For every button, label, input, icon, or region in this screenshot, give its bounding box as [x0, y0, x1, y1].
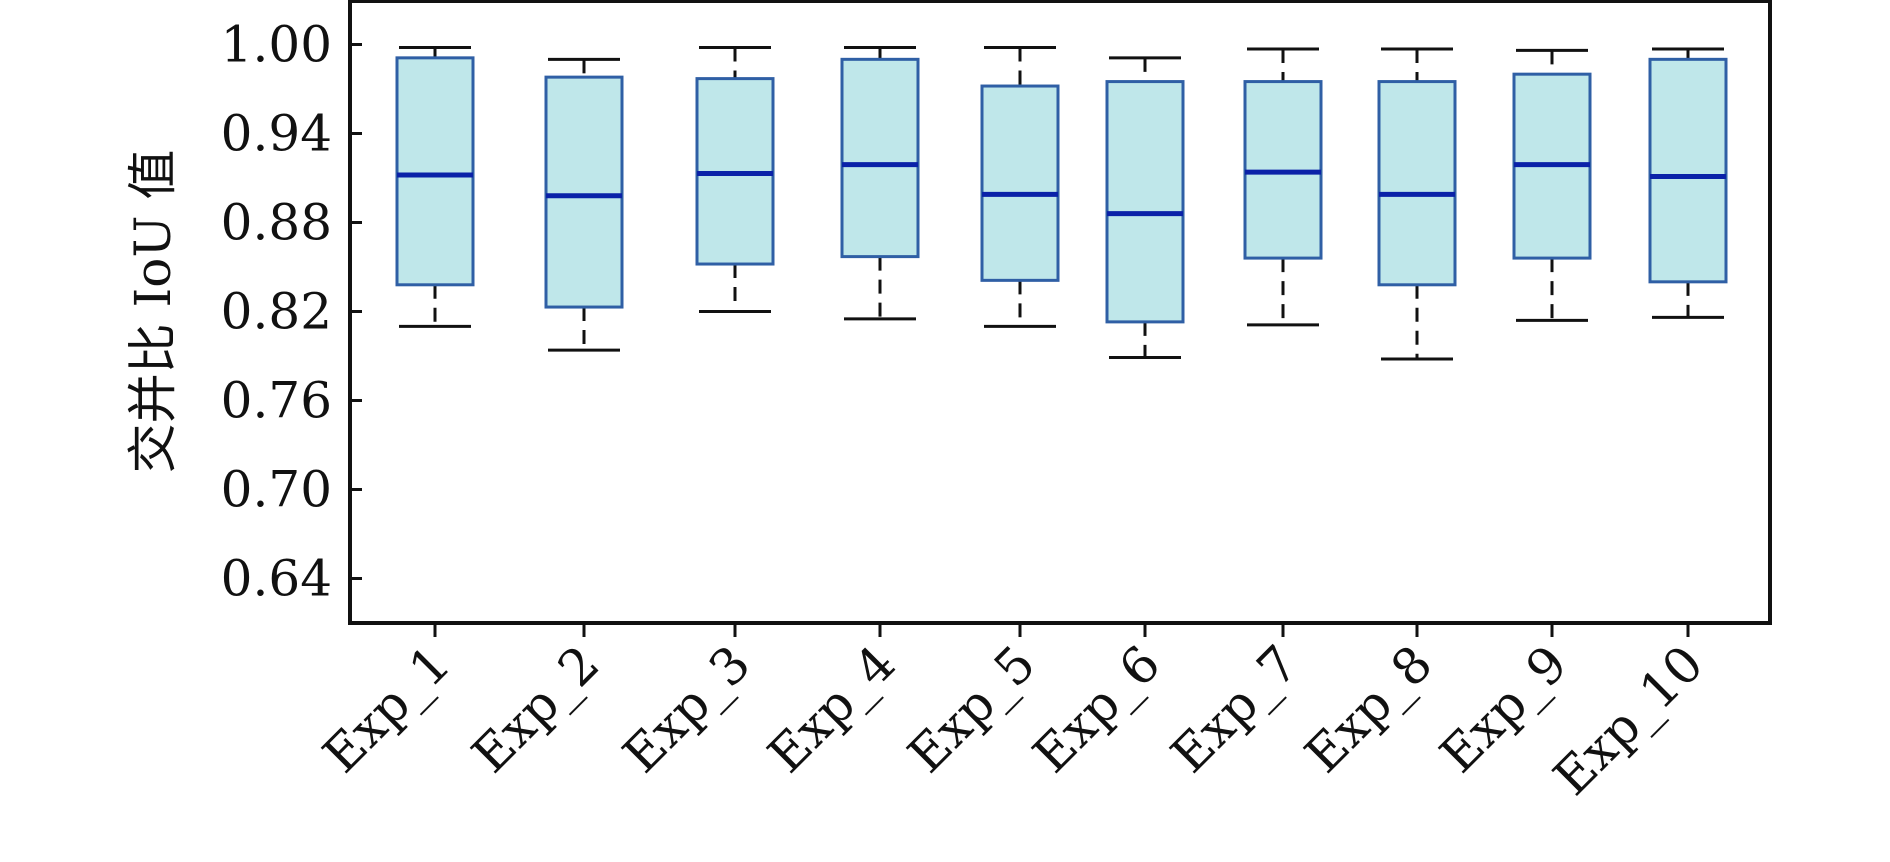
box-body — [980, 84, 1060, 282]
x-tick-label: Exp_6 — [1022, 634, 1172, 784]
box-body — [395, 56, 475, 287]
y-tick-label: 1.00 — [221, 16, 332, 74]
y-tick-label: 0.76 — [221, 372, 332, 430]
box-Exp_10 — [1648, 47, 1728, 319]
y-tick-label: 0.64 — [221, 550, 332, 608]
y-tick-label: 0.94 — [221, 105, 332, 163]
x-axis: Exp_1 Exp_2 Exp_3Exp_4Exp_5Exp_6Exp_7Exp_8… — [312, 623, 1714, 807]
box-Exp_9 — [1512, 48, 1592, 322]
box-body — [1377, 80, 1457, 287]
x-tick-label: Exp_4 — [757, 634, 907, 784]
box-Exp_7 — [1243, 47, 1323, 327]
box-body — [544, 75, 624, 309]
box-Exp_3 — [695, 45, 775, 313]
x-tick-label: Exp_2 — [461, 634, 611, 784]
y-axis-title: 交并比 IoU 值 — [124, 150, 182, 474]
y-tick-label: 0.82 — [221, 283, 332, 341]
x-tick-label: Exp_5 — [897, 634, 1047, 784]
x-tick-label: Exp_3 — [612, 634, 762, 784]
box-body — [1648, 57, 1728, 284]
box-Exp_1 — [395, 45, 475, 328]
x-tick-label: Exp_7 — [1160, 634, 1310, 784]
y-axis: 0.64 0.70 0.76 0.82 0.88 0.94 1.00 — [221, 16, 362, 608]
box-body — [840, 57, 920, 259]
box-Exp_6 — [1105, 56, 1185, 359]
box-Exp_5 — [980, 45, 1060, 328]
box-body — [1105, 80, 1185, 324]
x-tick-label: Exp_10 — [1542, 634, 1714, 806]
box-Exp_4 — [840, 45, 920, 321]
box-Exp_2 — [544, 57, 624, 352]
plot-marks — [395, 45, 1728, 361]
y-tick-label: 0.70 — [221, 461, 332, 519]
box-Exp_8 — [1377, 47, 1457, 361]
x-tick-label: Exp_1 — [312, 634, 462, 784]
x-tick-label: Exp_8 — [1294, 634, 1444, 784]
y-tick-label: 0.88 — [221, 194, 332, 252]
